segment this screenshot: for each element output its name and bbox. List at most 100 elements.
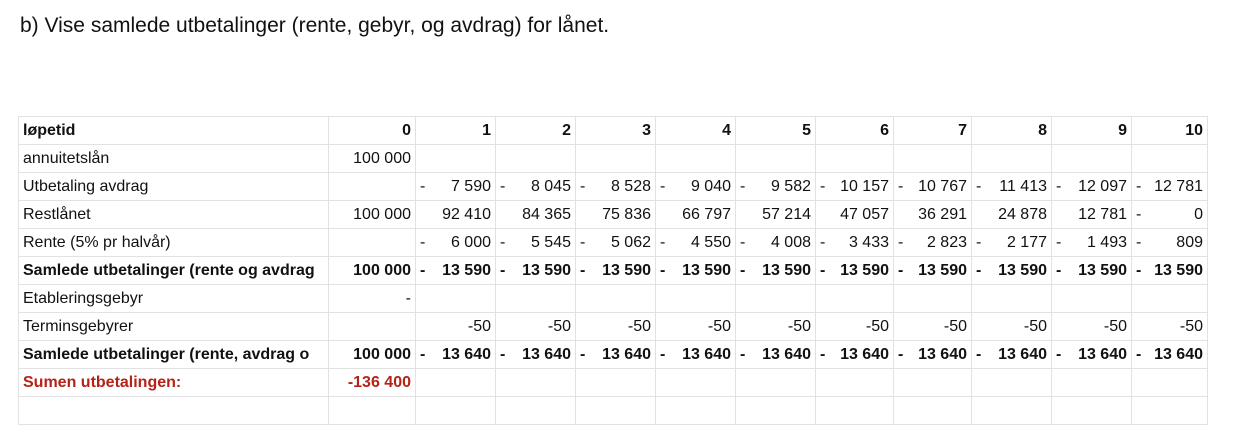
value-cell[interactable]: -13 590 [735,256,816,285]
value-cell[interactable]: - 8 528 [575,172,656,201]
value-cell[interactable] [575,396,656,425]
value-cell[interactable] [1131,144,1208,173]
value-cell[interactable]: -50 [971,312,1052,341]
value-cell[interactable]: -13 590 [971,256,1052,285]
value-cell[interactable] [893,284,972,313]
value-cell[interactable]: -50 [415,312,496,341]
row-label-cell[interactable] [18,396,329,425]
value-cell[interactable]: -0 [1131,200,1208,229]
value-cell[interactable] [415,144,496,173]
value-cell[interactable] [1131,396,1208,425]
header-cell-period[interactable]: 7 [893,116,972,145]
row-label-cell[interactable]: Sumen utbetalingen: [18,368,329,397]
value-cell[interactable] [655,144,736,173]
row-label-cell[interactable]: Rente (5% pr halvår) [18,228,329,257]
value-cell[interactable] [575,144,656,173]
header-cell-period[interactable]: 8 [971,116,1052,145]
value-cell[interactable] [655,396,736,425]
row-label-cell[interactable]: Samlede utbetalinger (rente, avdrag o [18,340,329,369]
value-cell[interactable] [893,396,972,425]
value-cell[interactable]: -13 590 [893,256,972,285]
value-cell[interactable]: 84 365 [495,200,576,229]
header-cell-label[interactable]: løpetid [18,116,329,145]
value-cell[interactable] [893,144,972,173]
value-cell[interactable]: -10 157 [815,172,894,201]
value-cell[interactable]: -13 640 [1051,340,1132,369]
value-cell[interactable] [815,144,894,173]
value-cell[interactable] [495,284,576,313]
value-cell[interactable] [815,368,894,397]
value-cell[interactable] [735,368,816,397]
header-cell-period[interactable]: 2 [495,116,576,145]
value-cell[interactable] [971,396,1052,425]
value-cell[interactable]: -13 590 [575,256,656,285]
value-cell[interactable] [1051,144,1132,173]
value-cell[interactable]: -13 590 [495,256,576,285]
value-cell[interactable]: 100 000 [328,340,416,369]
value-cell[interactable] [495,144,576,173]
row-label-cell[interactable]: Utbetaling avdrag [18,172,329,201]
value-cell[interactable]: -12 781 [1131,172,1208,201]
value-cell[interactable]: -13 640 [735,340,816,369]
value-cell[interactable]: 24 878 [971,200,1052,229]
value-cell[interactable]: - 6 000 [415,228,496,257]
value-cell[interactable]: - 8 045 [495,172,576,201]
value-cell[interactable]: 75 836 [575,200,656,229]
value-cell[interactable] [735,284,816,313]
value-cell[interactable] [1051,368,1132,397]
value-cell[interactable]: -50 [1051,312,1132,341]
value-cell[interactable]: -13 640 [971,340,1052,369]
value-cell[interactable] [655,284,736,313]
value-cell[interactable]: - 5 062 [575,228,656,257]
row-label-cell[interactable]: Etableringsgebyr [18,284,329,313]
value-cell[interactable]: -13 590 [1051,256,1132,285]
value-cell[interactable]: -136 400 [328,368,416,397]
value-cell[interactable] [893,368,972,397]
value-cell[interactable]: - 3 433 [815,228,894,257]
value-cell[interactable]: 100 000 [328,144,416,173]
value-cell[interactable] [815,284,894,313]
value-cell[interactable]: 36 291 [893,200,972,229]
value-cell[interactable]: - 5 545 [495,228,576,257]
value-cell[interactable]: - 9 582 [735,172,816,201]
value-cell[interactable]: -13 640 [655,340,736,369]
value-cell[interactable] [495,368,576,397]
value-cell[interactable]: - [328,284,416,313]
value-cell[interactable]: -11 413 [971,172,1052,201]
value-cell[interactable]: 57 214 [735,200,816,229]
value-cell[interactable] [575,284,656,313]
value-cell[interactable] [971,368,1052,397]
value-cell[interactable]: - 2 177 [971,228,1052,257]
header-cell-period[interactable]: 0 [328,116,416,145]
value-cell[interactable]: - 4 550 [655,228,736,257]
value-cell[interactable]: 92 410 [415,200,496,229]
value-cell[interactable]: -13 590 [1131,256,1208,285]
value-cell[interactable] [735,144,816,173]
header-cell-period[interactable]: 9 [1051,116,1132,145]
value-cell[interactable]: -13 590 [655,256,736,285]
value-cell[interactable]: -50 [495,312,576,341]
header-cell-period[interactable]: 4 [655,116,736,145]
value-cell[interactable]: -50 [1131,312,1208,341]
value-cell[interactable]: -50 [815,312,894,341]
value-cell[interactable] [655,368,736,397]
value-cell[interactable]: - 4 008 [735,228,816,257]
header-cell-period[interactable]: 10 [1131,116,1208,145]
header-cell-period[interactable]: 6 [815,116,894,145]
value-cell[interactable] [575,368,656,397]
value-cell[interactable]: -13 590 [815,256,894,285]
value-cell[interactable] [971,284,1052,313]
value-cell[interactable]: 100 000 [328,256,416,285]
value-cell[interactable] [495,396,576,425]
value-cell[interactable] [415,396,496,425]
value-cell[interactable] [328,396,416,425]
header-cell-period[interactable]: 1 [415,116,496,145]
value-cell[interactable]: 47 057 [815,200,894,229]
value-cell[interactable]: 100 000 [328,200,416,229]
value-cell[interactable] [328,172,416,201]
value-cell[interactable]: -50 [655,312,736,341]
value-cell[interactable]: -13 640 [893,340,972,369]
value-cell[interactable]: - 9 040 [655,172,736,201]
row-label-cell[interactable]: Restlånet [18,200,329,229]
value-cell[interactable]: -13 590 [415,256,496,285]
